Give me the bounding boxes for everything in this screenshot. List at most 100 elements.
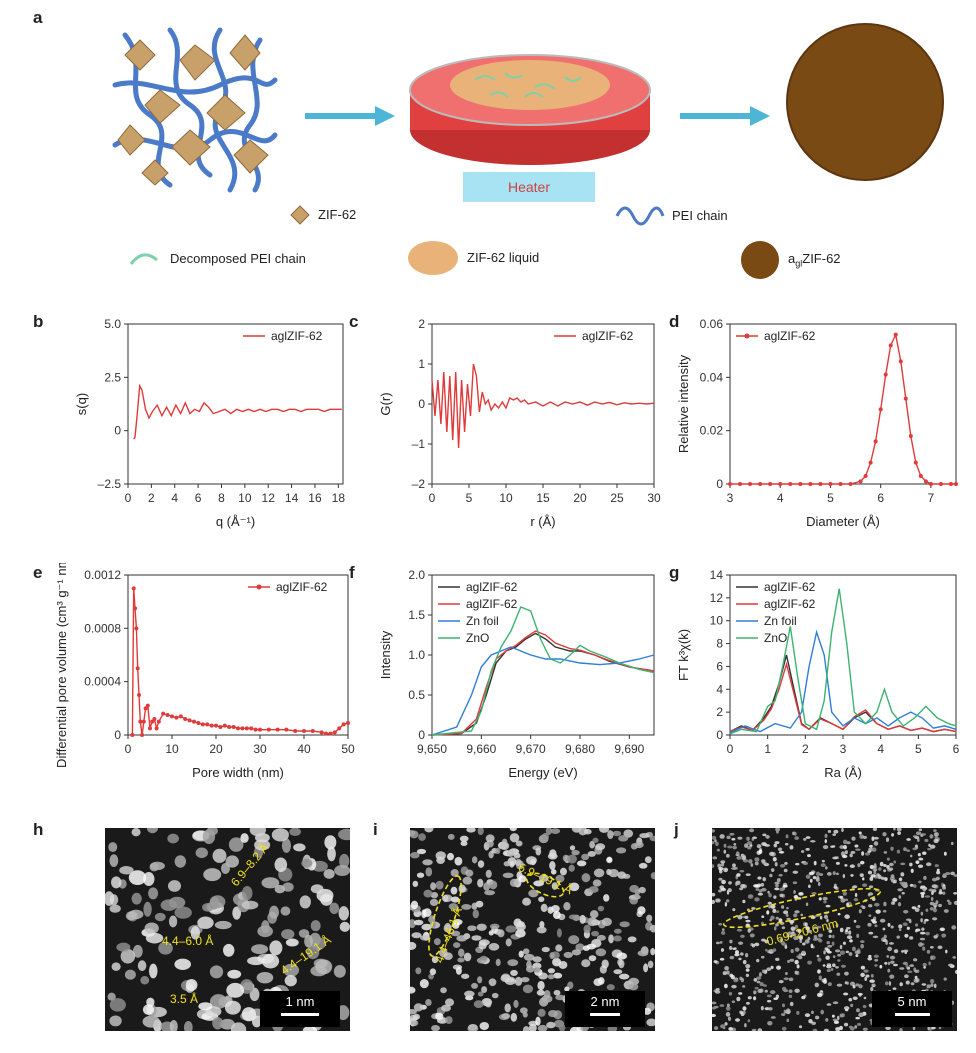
bright-feature (479, 1021, 490, 1031)
bright-feature (202, 902, 214, 912)
bright-feature (891, 833, 894, 837)
bright-feature (413, 919, 424, 926)
bright-feature (915, 928, 921, 932)
bright-feature (840, 898, 846, 903)
bright-feature (774, 841, 780, 844)
bright-feature (768, 1007, 773, 1011)
y-tick-label: 0 (418, 397, 425, 411)
bright-feature (537, 980, 545, 991)
bright-feature (753, 884, 759, 888)
bright-feature (842, 839, 848, 845)
bright-feature (870, 974, 874, 978)
bright-feature (739, 1010, 743, 1014)
bright-feature (856, 933, 860, 939)
bright-feature (789, 919, 795, 924)
data-point (143, 706, 148, 711)
x-tick-label: 4 (877, 742, 884, 756)
bright-feature (174, 906, 192, 919)
bright-feature (925, 862, 932, 867)
bright-feature (547, 906, 554, 914)
bright-feature (826, 872, 832, 876)
bright-feature (896, 828, 902, 832)
bright-feature (736, 928, 743, 932)
bright-feature (518, 950, 524, 958)
bright-feature (909, 964, 915, 967)
bright-feature (509, 833, 520, 843)
bright-feature (504, 977, 516, 985)
bright-feature (775, 923, 779, 927)
bright-feature (757, 876, 762, 880)
legend-label: ZnO (764, 631, 787, 645)
bright-feature (478, 939, 490, 946)
bright-feature (721, 879, 726, 885)
bright-feature (109, 1015, 122, 1027)
bright-feature (568, 864, 575, 872)
bright-feature (537, 1008, 546, 1017)
chart-e-pore-volume: 0 10 20 30 40 50 0 0.0004 0.0008 0.0012 Pore width… (54, 563, 355, 780)
bright-feature (547, 974, 555, 980)
bright-feature (896, 935, 900, 939)
bright-feature (843, 992, 849, 996)
bright-feature (410, 986, 416, 994)
x-tick-label: 5 (466, 491, 473, 505)
bright-feature (722, 971, 727, 976)
bright-feature (942, 883, 946, 887)
bright-feature (724, 902, 728, 907)
bright-feature (894, 879, 897, 884)
bright-feature (716, 848, 720, 852)
bright-feature (553, 989, 561, 996)
bright-feature (712, 892, 716, 897)
bright-feature (603, 894, 610, 902)
bright-feature (896, 849, 901, 854)
bright-feature (788, 989, 793, 993)
bright-feature (823, 900, 827, 904)
bright-feature (826, 969, 831, 973)
bright-feature (547, 853, 558, 860)
data-point (183, 717, 188, 721)
bright-feature (926, 984, 931, 989)
bright-feature (929, 844, 936, 849)
x-axis-label: Energy (eV) (508, 765, 577, 780)
bright-feature (131, 892, 142, 905)
bright-feature (897, 902, 902, 907)
bright-feature (728, 1027, 733, 1031)
bright-feature (505, 925, 517, 933)
bright-feature (823, 914, 829, 919)
data-point (808, 482, 813, 486)
bright-feature (882, 832, 887, 837)
bright-feature (299, 895, 311, 909)
bright-feature (640, 946, 649, 955)
bright-feature (831, 1014, 835, 1018)
bright-feature (920, 885, 926, 889)
bright-feature (274, 884, 286, 894)
bright-feature (460, 840, 468, 846)
bright-feature (848, 930, 852, 935)
bright-feature (473, 1000, 484, 1008)
bright-feature (794, 959, 799, 965)
bright-feature (760, 921, 764, 925)
bright-feature (452, 918, 463, 926)
bright-feature (725, 899, 730, 903)
bright-feature (729, 939, 733, 944)
bright-feature (920, 911, 924, 916)
bright-feature (725, 1006, 731, 1011)
bright-feature (726, 835, 731, 840)
bright-feature (477, 976, 483, 984)
data-point (244, 726, 249, 731)
bright-feature (917, 904, 921, 908)
bright-feature (770, 904, 776, 909)
bright-feature (927, 847, 932, 851)
bright-feature (583, 924, 591, 934)
bright-feature (924, 838, 929, 843)
bright-feature (618, 973, 630, 980)
bright-feature (912, 847, 917, 851)
bright-feature (932, 908, 938, 913)
bright-feature (950, 841, 954, 846)
bright-feature (434, 1012, 444, 1020)
data-point (192, 719, 196, 724)
bright-feature (874, 924, 878, 928)
bright-feature (805, 902, 809, 907)
bright-feature (338, 906, 349, 921)
bright-feature (510, 1012, 518, 1022)
bright-feature (793, 936, 799, 941)
